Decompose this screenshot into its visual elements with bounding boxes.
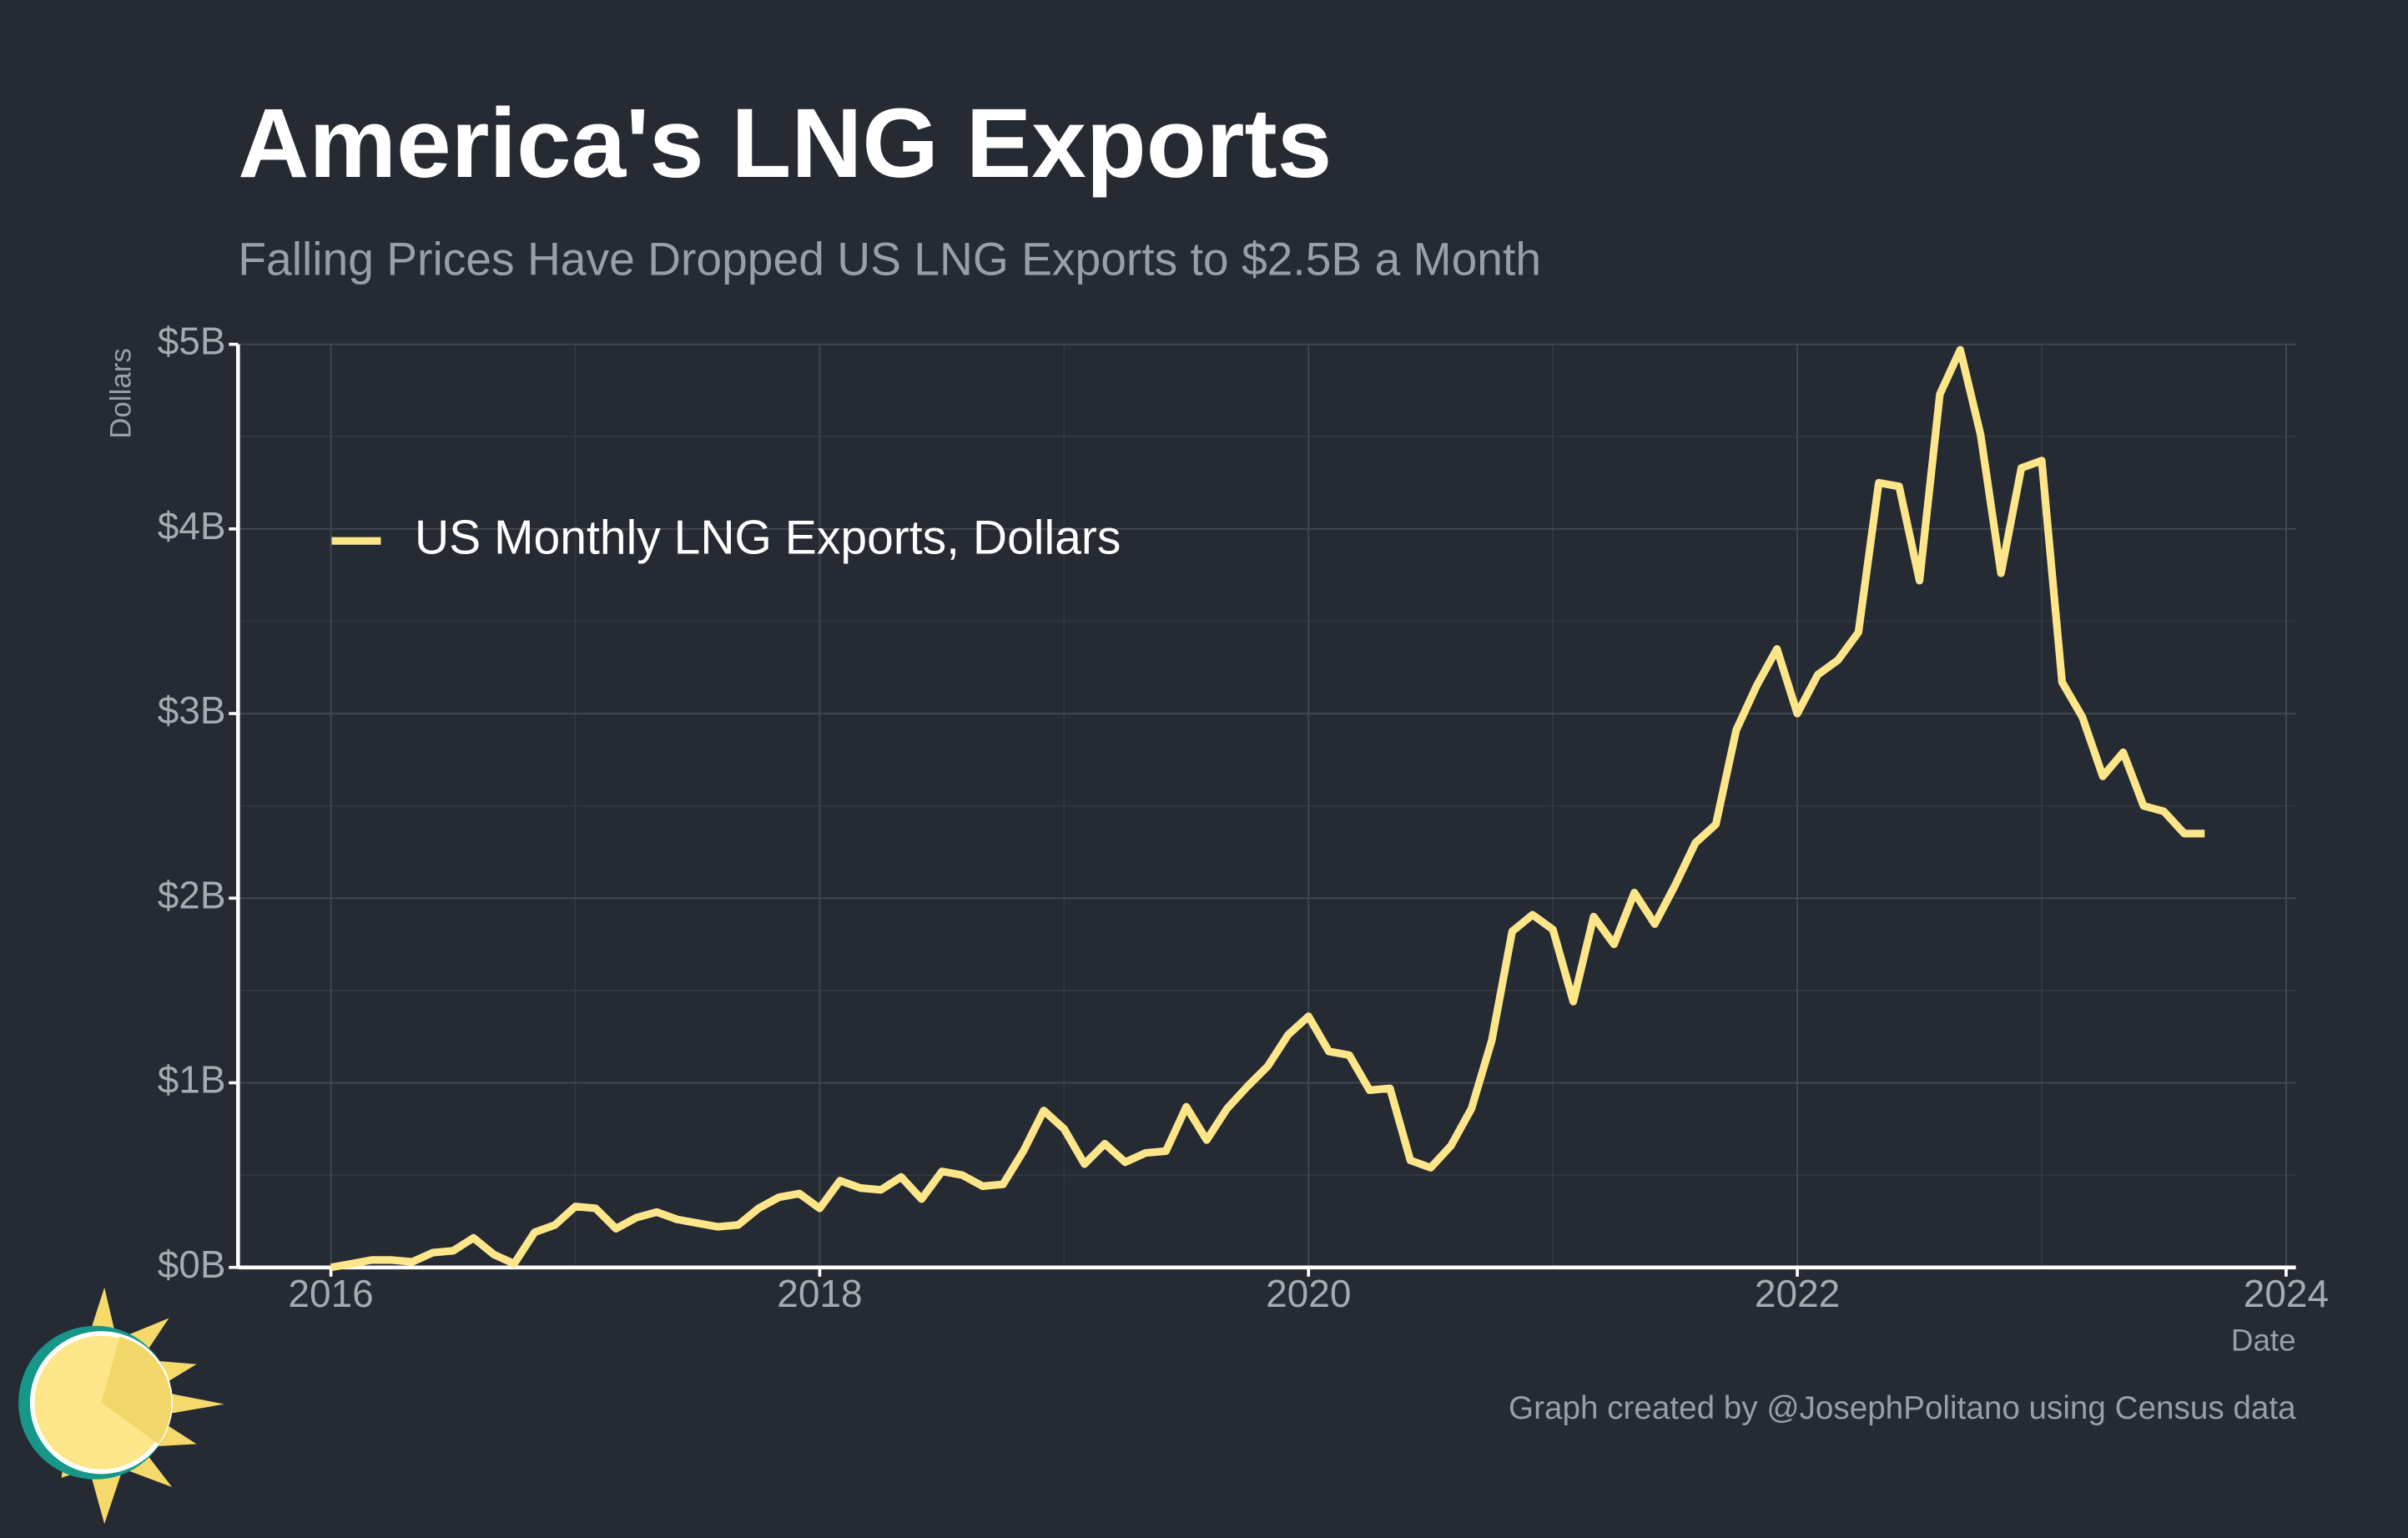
x-tick-label: 2016 [288,1272,373,1315]
y-tick-label: $1B [158,1058,226,1102]
y-tick-label: $0B [158,1243,226,1286]
logo-slice [101,1336,172,1445]
x-tick-label: 2024 [2244,1272,2329,1315]
legend-label: US Monthly LNG Exports, Dollars [415,511,1121,564]
plot: US Monthly LNG Exports, Dollars [330,345,2205,1272]
y-tick-label: $3B [158,688,226,732]
y-axis-label: Dollars [104,348,137,439]
x-tick-label: 2020 [1266,1272,1351,1315]
credit: Graph created by @JosephPolitano using C… [1509,1390,2296,1426]
x-tick-label: 2018 [777,1272,862,1315]
y-tick-label: $5B [158,320,226,363]
chart-subtitle: Falling Prices Have Dropped US LNG Expor… [238,234,1541,285]
x-axis-label: Date [2231,1324,2296,1358]
x-tick-label: 2022 [1755,1272,1840,1315]
y-tick-label: $2B [158,873,226,916]
logo [18,1287,224,1525]
grid: $0B $1B $2B $3B $4B $5B 2016 2018 2020 2022 2024 [158,320,2329,1315]
data-line [330,345,2205,1272]
chart-title: America's LNG Exports [238,88,1332,198]
y-tick-label: $4B [158,504,226,547]
